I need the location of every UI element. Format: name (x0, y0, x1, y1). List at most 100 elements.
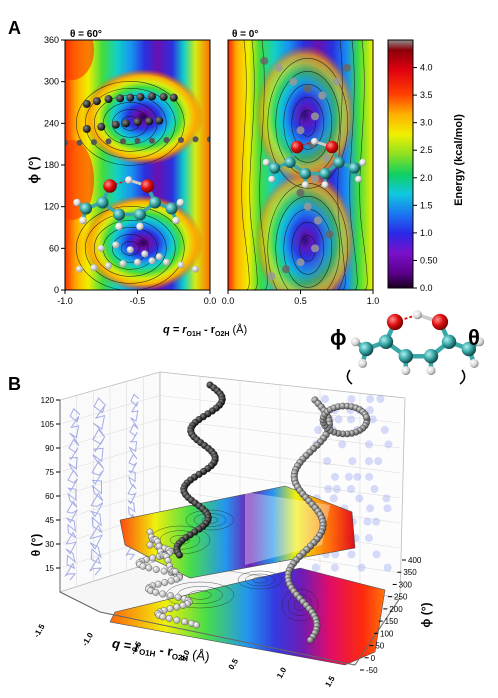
contour-line (75, 81, 185, 166)
projection-right-wall (347, 485, 356, 494)
projection-right-wall (364, 457, 373, 466)
trajectory-3d-point (181, 618, 189, 626)
trajectory-point (169, 93, 178, 102)
phi-tick-label: 350 (403, 568, 417, 577)
projection-right-wall (357, 563, 366, 572)
trajectory-point (105, 138, 112, 145)
q-tick-label: -1.5 (32, 622, 47, 639)
projection-right-wall (347, 415, 356, 424)
colorbar-tick-label: 0.0 (420, 283, 433, 293)
surface-contour (185, 509, 235, 531)
trajectory-point (145, 117, 154, 126)
trajectory-point (159, 92, 168, 101)
colorbar-tick-label: 3.5 (420, 90, 433, 100)
projection-right-wall (332, 485, 341, 494)
surface-contour (245, 573, 275, 587)
q-tick-label: 0.5 (227, 657, 241, 672)
surface-contour (281, 588, 319, 622)
trajectory-point (296, 126, 305, 135)
trajectory-point (134, 258, 141, 266)
trajectory-point (325, 230, 334, 239)
trajectory-point (104, 95, 113, 104)
colorbar-tick-label: 2.0 (420, 173, 433, 183)
molecule-atom (398, 349, 413, 364)
heatmap-left (65, 40, 210, 290)
trajectory-point (82, 124, 91, 133)
trajectory-3d-point (159, 590, 167, 598)
trajectory-point (111, 120, 120, 129)
molecule-atom (475, 337, 485, 347)
contour-line (241, 40, 250, 290)
molecule-atom (401, 366, 411, 376)
molecule-atom (113, 208, 125, 221)
projection-right-wall (329, 494, 338, 503)
molecule-atom (378, 334, 394, 349)
trajectory-3d-point (174, 593, 182, 601)
colorbar-tick-label: 4.0 (420, 63, 433, 73)
molecule-atom (290, 140, 304, 154)
molecule-atom (103, 179, 117, 193)
molecule-atom (461, 341, 476, 357)
trajectory-point (120, 138, 126, 145)
surface-contour (188, 590, 212, 600)
energy-peak-left (65, 140, 94, 220)
molecule-atom (311, 137, 318, 145)
phi-tick-label: 300 (399, 580, 413, 589)
q-tick-label: -1.0 (80, 631, 95, 648)
trajectory-point (311, 112, 319, 121)
theta-tick-label: 60 (45, 492, 54, 501)
projection-right-wall (380, 426, 389, 435)
trajectory-point (76, 265, 83, 273)
molecule-atom (165, 202, 178, 215)
trajectory-point (92, 97, 101, 106)
trajectory-point (76, 139, 83, 146)
projection-right-wall (330, 563, 339, 572)
molecule-atom (423, 349, 439, 364)
projection-right-wall (366, 504, 375, 513)
projection-right-wall (365, 534, 374, 543)
trajectory-point (274, 63, 283, 72)
frame-edge (354, 597, 401, 666)
trajectory-point (163, 258, 170, 266)
trajectory-point (342, 63, 351, 72)
trajectory-point (163, 137, 170, 143)
heatmap-right (228, 40, 373, 290)
contour-line (337, 40, 346, 290)
rotation-arrow (346, 369, 353, 385)
molecule-left (73, 176, 185, 231)
molecule-atom (321, 181, 329, 189)
phi-tick-label: -50 (366, 666, 378, 675)
molecule-atom (441, 334, 457, 349)
molecule-atom (426, 366, 436, 376)
trajectory-point (311, 174, 319, 183)
theta-tick-label: 45 (45, 516, 54, 525)
molecule-atom (268, 175, 276, 183)
panel-b-q-label: q = rO1H - rO2H (Å) (111, 636, 211, 667)
molecule-atom (125, 176, 133, 184)
contour-line (349, 40, 358, 290)
q-tick-label: 1.0 (275, 665, 289, 680)
trajectory-3d-point (173, 616, 181, 624)
trajectory-3d-point (165, 615, 173, 622)
contour-line (75, 206, 185, 290)
trajectory-point (126, 93, 135, 102)
molecule-atom (140, 179, 155, 193)
molecule-atom (469, 358, 479, 368)
projection-right-wall (365, 472, 374, 481)
trajectory-3d-point (161, 579, 169, 587)
molecule-right (262, 137, 367, 189)
trajectory-point (318, 91, 327, 100)
molecule-atom (358, 358, 368, 368)
trajectory-point (116, 94, 125, 103)
trajectory-3d-point (167, 592, 174, 600)
projection-right-wall (338, 440, 347, 449)
trajectory-3d-point (363, 413, 370, 421)
trajectory-point (134, 137, 141, 144)
panel-a-y-label: ϕ (°) (26, 156, 41, 183)
molecule-atom (136, 222, 144, 231)
projection-right-wall (334, 415, 343, 424)
projection-left-wall (89, 397, 107, 576)
colorbar-label: Energy (kcal/mol) (453, 114, 465, 206)
colorbar-tick-label: 0.50 (420, 255, 438, 265)
